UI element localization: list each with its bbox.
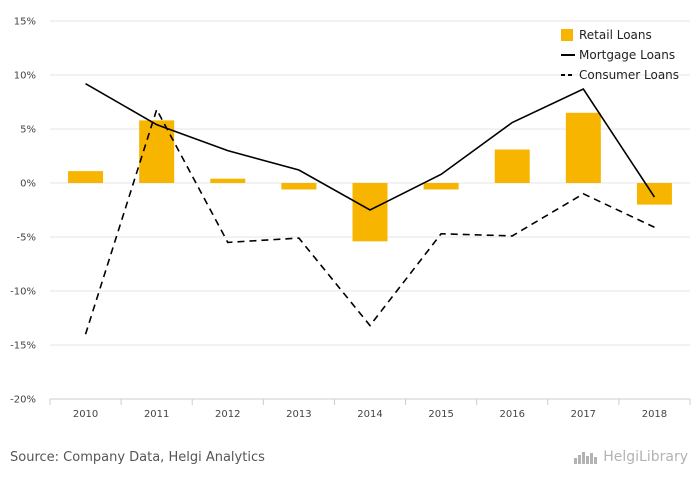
bar: [139, 120, 175, 183]
x-axis: 2010 2011 2012 2013 2014 2015 2016 2017 2018: [49, 398, 691, 420]
brand-name: HelgiLibrary: [603, 449, 688, 465]
helgi-logo-icon: [574, 452, 598, 464]
x-tick-label: 2012: [215, 409, 240, 420]
bar: [352, 183, 388, 242]
x-tick-label: 2014: [357, 409, 382, 420]
bar: [423, 183, 459, 190]
x-tick-label: 2017: [571, 409, 596, 420]
y-tick-label: 5%: [20, 125, 36, 136]
series-line: [85, 82, 656, 211]
x-tick-label: 2018: [642, 409, 667, 420]
y-tick-label: 10%: [14, 71, 36, 82]
y-tick-label: -5%: [17, 233, 36, 244]
y-tick-label: 0%: [20, 179, 36, 190]
bar: [210, 178, 246, 183]
x-tick-label: 2013: [286, 409, 311, 420]
bar: [636, 183, 672, 205]
legend-swatch: [561, 29, 573, 41]
y-tick-label: -20%: [10, 395, 36, 406]
x-tick-label: 2011: [144, 409, 169, 420]
y-tick-label: -10%: [10, 287, 36, 298]
x-tick-label: 2016: [499, 409, 524, 420]
legend-label: Mortgage Loans: [579, 48, 675, 62]
series-line: [84, 107, 655, 335]
y-axis: 15% 10% 5% 0% -5% -10% -15% -20%: [10, 17, 36, 406]
bar: [565, 112, 601, 183]
bar: [68, 171, 104, 183]
source-note: Source: Company Data, Helgi Analytics: [10, 450, 265, 465]
bar-series: [68, 112, 672, 242]
legend-label: Retail Loans: [579, 28, 652, 42]
y-tick-label: -15%: [10, 341, 36, 352]
line-series: [84, 82, 656, 335]
legend-label: Consumer Loans: [579, 68, 679, 82]
brand-logo: HelgiLibrary: [573, 449, 688, 465]
bar: [281, 183, 317, 190]
bar: [494, 149, 530, 183]
x-tick-label: 2015: [428, 409, 453, 420]
legend: Retail Loans Mortgage Loans Consumer Loans: [561, 28, 679, 82]
x-tick-label: 2010: [73, 409, 98, 420]
chart: 15%10%5%0%-5%-10%-15%-20% 2010 2011 2012 20…: [10, 17, 691, 420]
y-tick-label: 15%: [14, 17, 36, 28]
